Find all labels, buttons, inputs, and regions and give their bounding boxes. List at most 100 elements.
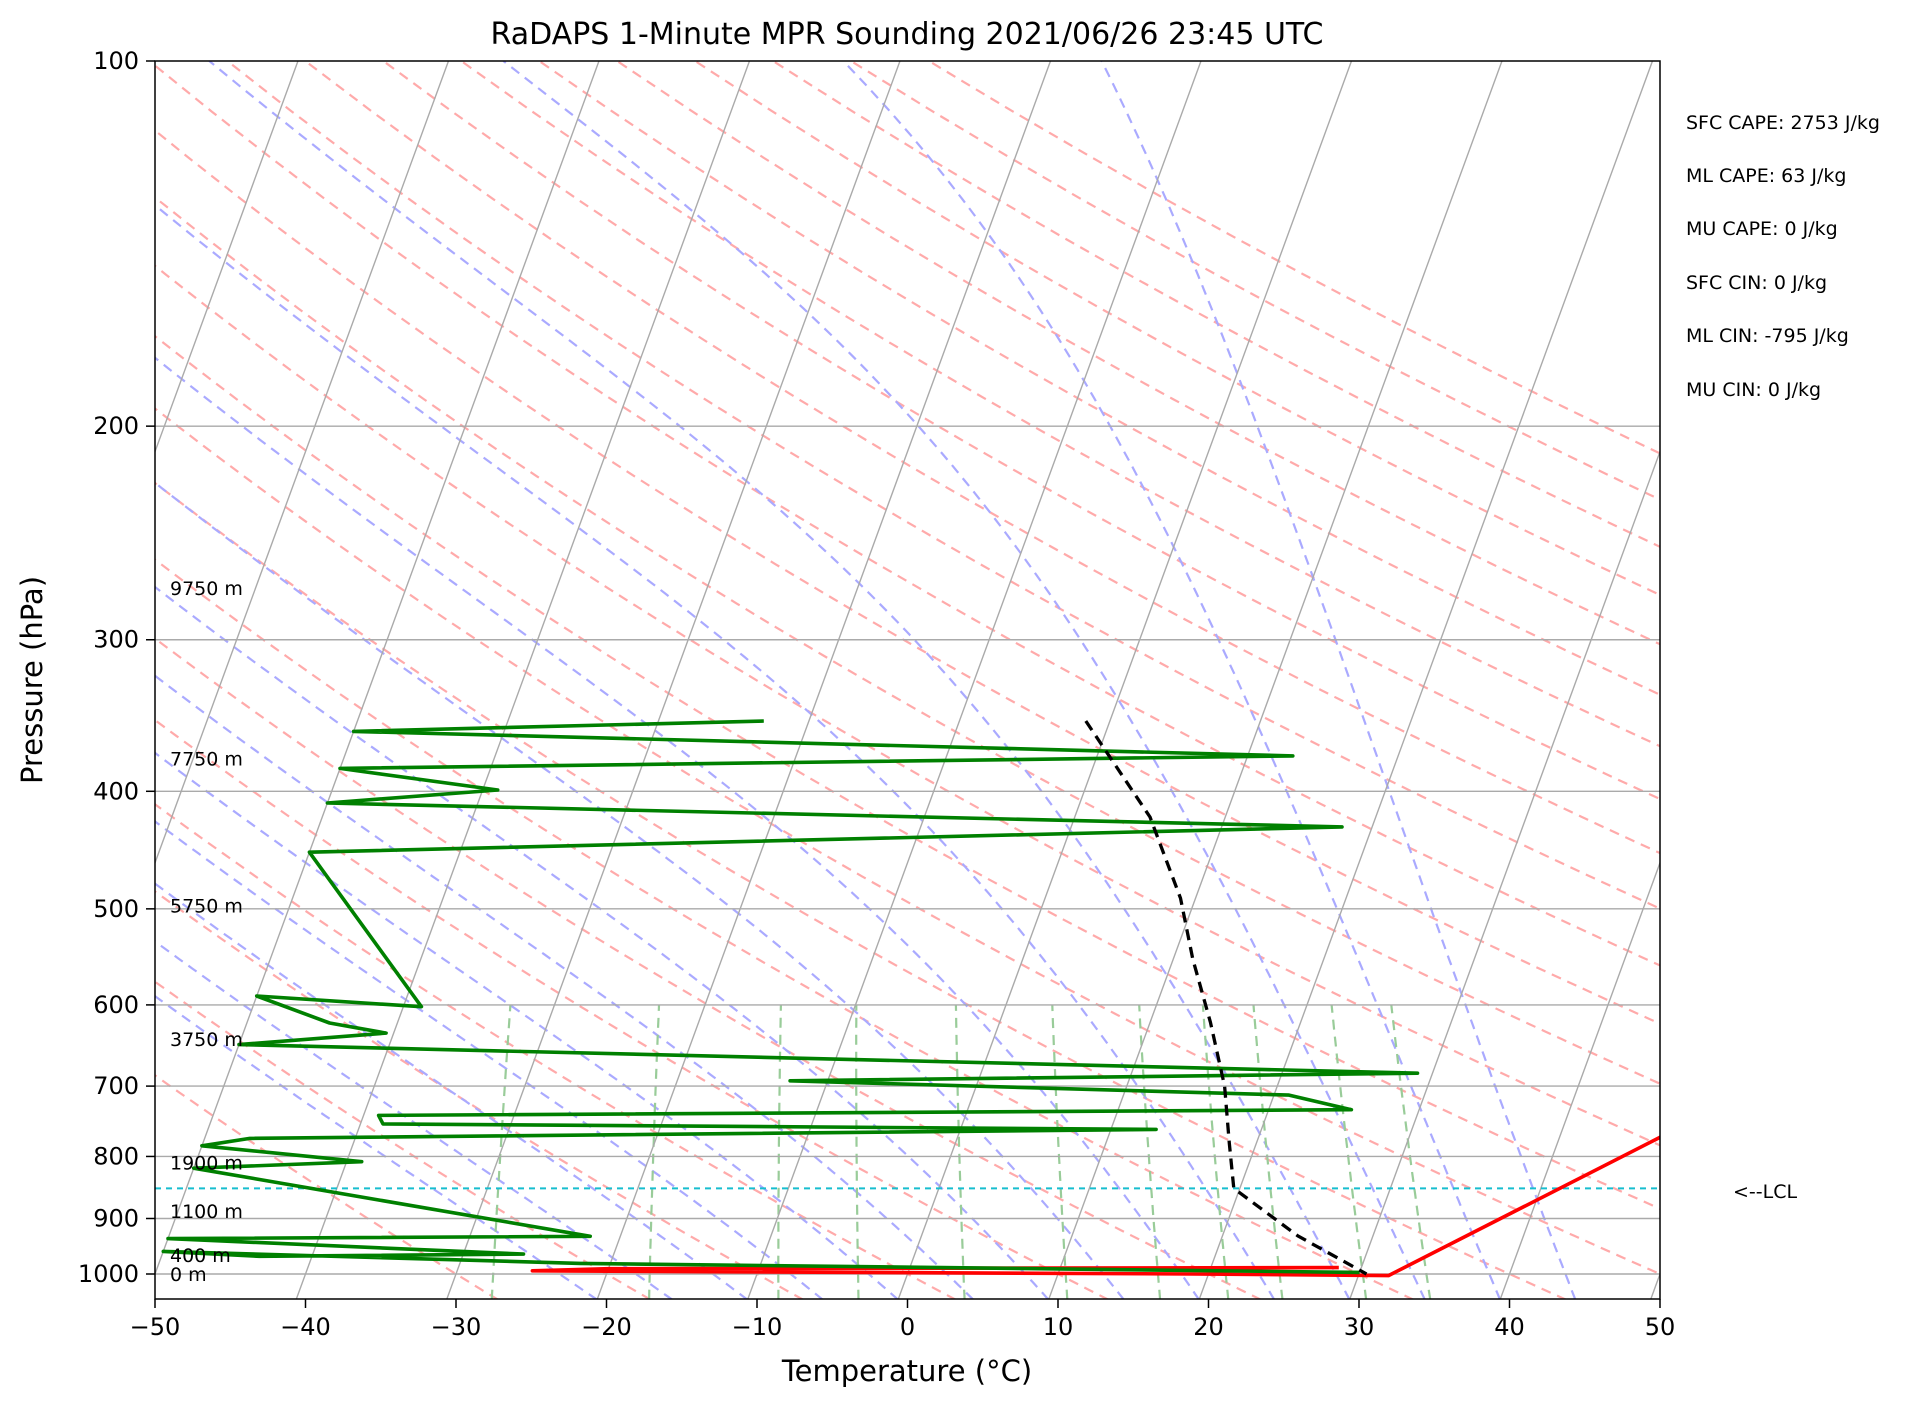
y-axis: 100 200 300 400 500 600 700 800 900 1000 <box>78 47 155 1288</box>
x-tick-label: −10 <box>732 1313 783 1341</box>
height-annotation: 1900 m <box>170 1152 243 1174</box>
x-tick-label: 0 <box>900 1313 915 1341</box>
x-tick-label: −20 <box>581 1313 632 1341</box>
isotherm-line <box>596 61 1052 1299</box>
dry-adiabat-line <box>850 61 1660 501</box>
y-tick-label: 400 <box>93 777 139 805</box>
isotherm-line <box>747 61 1202 1299</box>
x-tick-label: −30 <box>431 1313 482 1341</box>
dewpoint-trace <box>161 719 1420 1275</box>
y-axis-label: Pressure (hPa) <box>15 576 49 784</box>
mixing-ratio-line <box>1138 1004 1162 1299</box>
isotherm-line <box>155 61 600 1277</box>
dry-adiabat-line <box>155 718 1109 1299</box>
moist-adiabat-line <box>155 674 975 1299</box>
y-tick-label: 200 <box>93 412 139 440</box>
moist-adiabat-line <box>155 994 598 1299</box>
height-annotation: 0 m <box>170 1264 207 1286</box>
isotherm-line <box>1349 449 1660 1299</box>
chart-title: RaDAPS 1-Minute MPR Sounding 2021/06/26 … <box>491 17 1324 52</box>
dry-adiabat-line <box>694 61 1660 597</box>
isotherm-line <box>446 61 901 1299</box>
y-tick-label: 300 <box>93 626 139 654</box>
moist-adiabat-line <box>502 61 1426 1299</box>
x-axis: −50 −40 −30 −20 −10 0 10 20 30 40 50 <box>130 1299 1676 1341</box>
y-tick-label: 600 <box>93 991 139 1019</box>
isotherm-line <box>1198 61 1654 1299</box>
height-annotation: 5750 m <box>170 896 243 918</box>
mixing-ratio-line <box>1201 1004 1230 1299</box>
dry-adiabat-line <box>155 64 1660 967</box>
mixing-ratio-line <box>777 1004 782 1299</box>
moist-adiabats <box>155 61 1577 1299</box>
dry-adiabat-line <box>155 407 1660 1276</box>
mixing-ratio-line <box>648 1004 661 1299</box>
stat-ml-cin: ML CIN: -795 J/kg <box>1686 325 1849 347</box>
isotherm-line <box>1499 860 1660 1299</box>
height-annotation: 7750 m <box>170 749 243 771</box>
height-annotations: 9750 m 7750 m 5750 m 3750 m 1900 m 1100 m 400 … <box>170 578 243 1286</box>
isotherm-line <box>155 61 299 454</box>
mixing-ratio-line <box>1051 1004 1069 1299</box>
temperature-trace <box>530 1135 1660 1278</box>
x-tick-label: −50 <box>130 1313 181 1341</box>
dry-adiabat-line <box>155 264 1660 1147</box>
dry-adiabat-line <box>155 129 1660 1025</box>
mixing-ratio-line <box>954 1004 966 1299</box>
stat-sfc-cin: SFC CIN: 0 J/kg <box>1686 272 1827 294</box>
dry-adiabat-line <box>772 61 1660 549</box>
y-tick-label: 700 <box>93 1072 139 1100</box>
mixing-ratio-line <box>1252 1004 1284 1299</box>
lcl-label: <--LCL <box>1733 1181 1797 1203</box>
height-annotation: 1100 m <box>170 1201 243 1223</box>
height-annotation: 400 m <box>170 1245 231 1267</box>
stat-mu-cape: MU CAPE: 0 J/kg <box>1686 218 1838 240</box>
isotherm-line <box>1650 1271 1660 1299</box>
y-tick-label: 500 <box>93 895 139 923</box>
dry-adiabats <box>155 61 1660 1299</box>
mixing-ratio-line <box>1390 1004 1432 1299</box>
isotherm-line <box>1048 61 1503 1299</box>
x-tick-label: 30 <box>1344 1313 1375 1341</box>
moist-adiabat-line <box>208 61 1351 1299</box>
stat-ml-cape: ML CAPE: 63 J/kg <box>1686 165 1846 187</box>
dry-adiabat-line <box>155 334 1660 1210</box>
stats-panel: SFC CAPE: 2753 J/kg ML CAPE: 63 J/kg MU … <box>1686 112 1880 401</box>
moist-adiabat-line <box>155 356 1200 1299</box>
x-tick-label: −40 <box>280 1313 331 1341</box>
stat-sfc-cape: SFC CAPE: 2753 J/kg <box>1686 112 1880 134</box>
height-annotation: 3750 m <box>170 1029 243 1051</box>
isotherms <box>155 61 1660 1299</box>
dry-adiabat-line <box>155 195 1660 1085</box>
stat-mu-cin: MU CIN: 0 J/kg <box>1686 379 1821 401</box>
dry-adiabat-line <box>155 481 1567 1299</box>
dry-adiabat-line <box>382 61 1660 801</box>
mixing-ratio-lines <box>490 1004 1432 1299</box>
data-series <box>161 719 1660 1278</box>
dry-adiabat-line <box>928 61 1660 455</box>
mixing-ratio-line <box>855 1004 860 1299</box>
y-tick-label: 1000 <box>78 1260 139 1288</box>
moist-adiabat-line <box>155 820 824 1299</box>
height-annotation: 9750 m <box>170 578 243 600</box>
moist-adiabat-line <box>155 481 1125 1299</box>
x-tick-label: 50 <box>1645 1313 1676 1341</box>
background-lines <box>155 61 1660 1299</box>
isobars <box>155 425 1660 1275</box>
dry-adiabat-line <box>155 637 1262 1299</box>
dry-adiabat-line <box>460 61 1660 748</box>
y-tick-label: 900 <box>93 1204 139 1232</box>
y-tick-label: 100 <box>93 47 139 75</box>
x-tick-label: 20 <box>1193 1313 1224 1341</box>
isotherm-line <box>897 61 1353 1299</box>
isotherm-line <box>295 61 751 1299</box>
y-tick-label: 800 <box>93 1142 139 1170</box>
dry-adiabat-line <box>155 1073 499 1299</box>
x-axis-label: Temperature (°C) <box>781 1354 1032 1388</box>
moist-adiabat-line <box>155 751 899 1299</box>
parcel-profile <box>1084 720 1368 1276</box>
isotherm-line <box>155 61 450 865</box>
dry-adiabat-line <box>155 980 652 1299</box>
mixing-ratio-line <box>1330 1004 1368 1299</box>
